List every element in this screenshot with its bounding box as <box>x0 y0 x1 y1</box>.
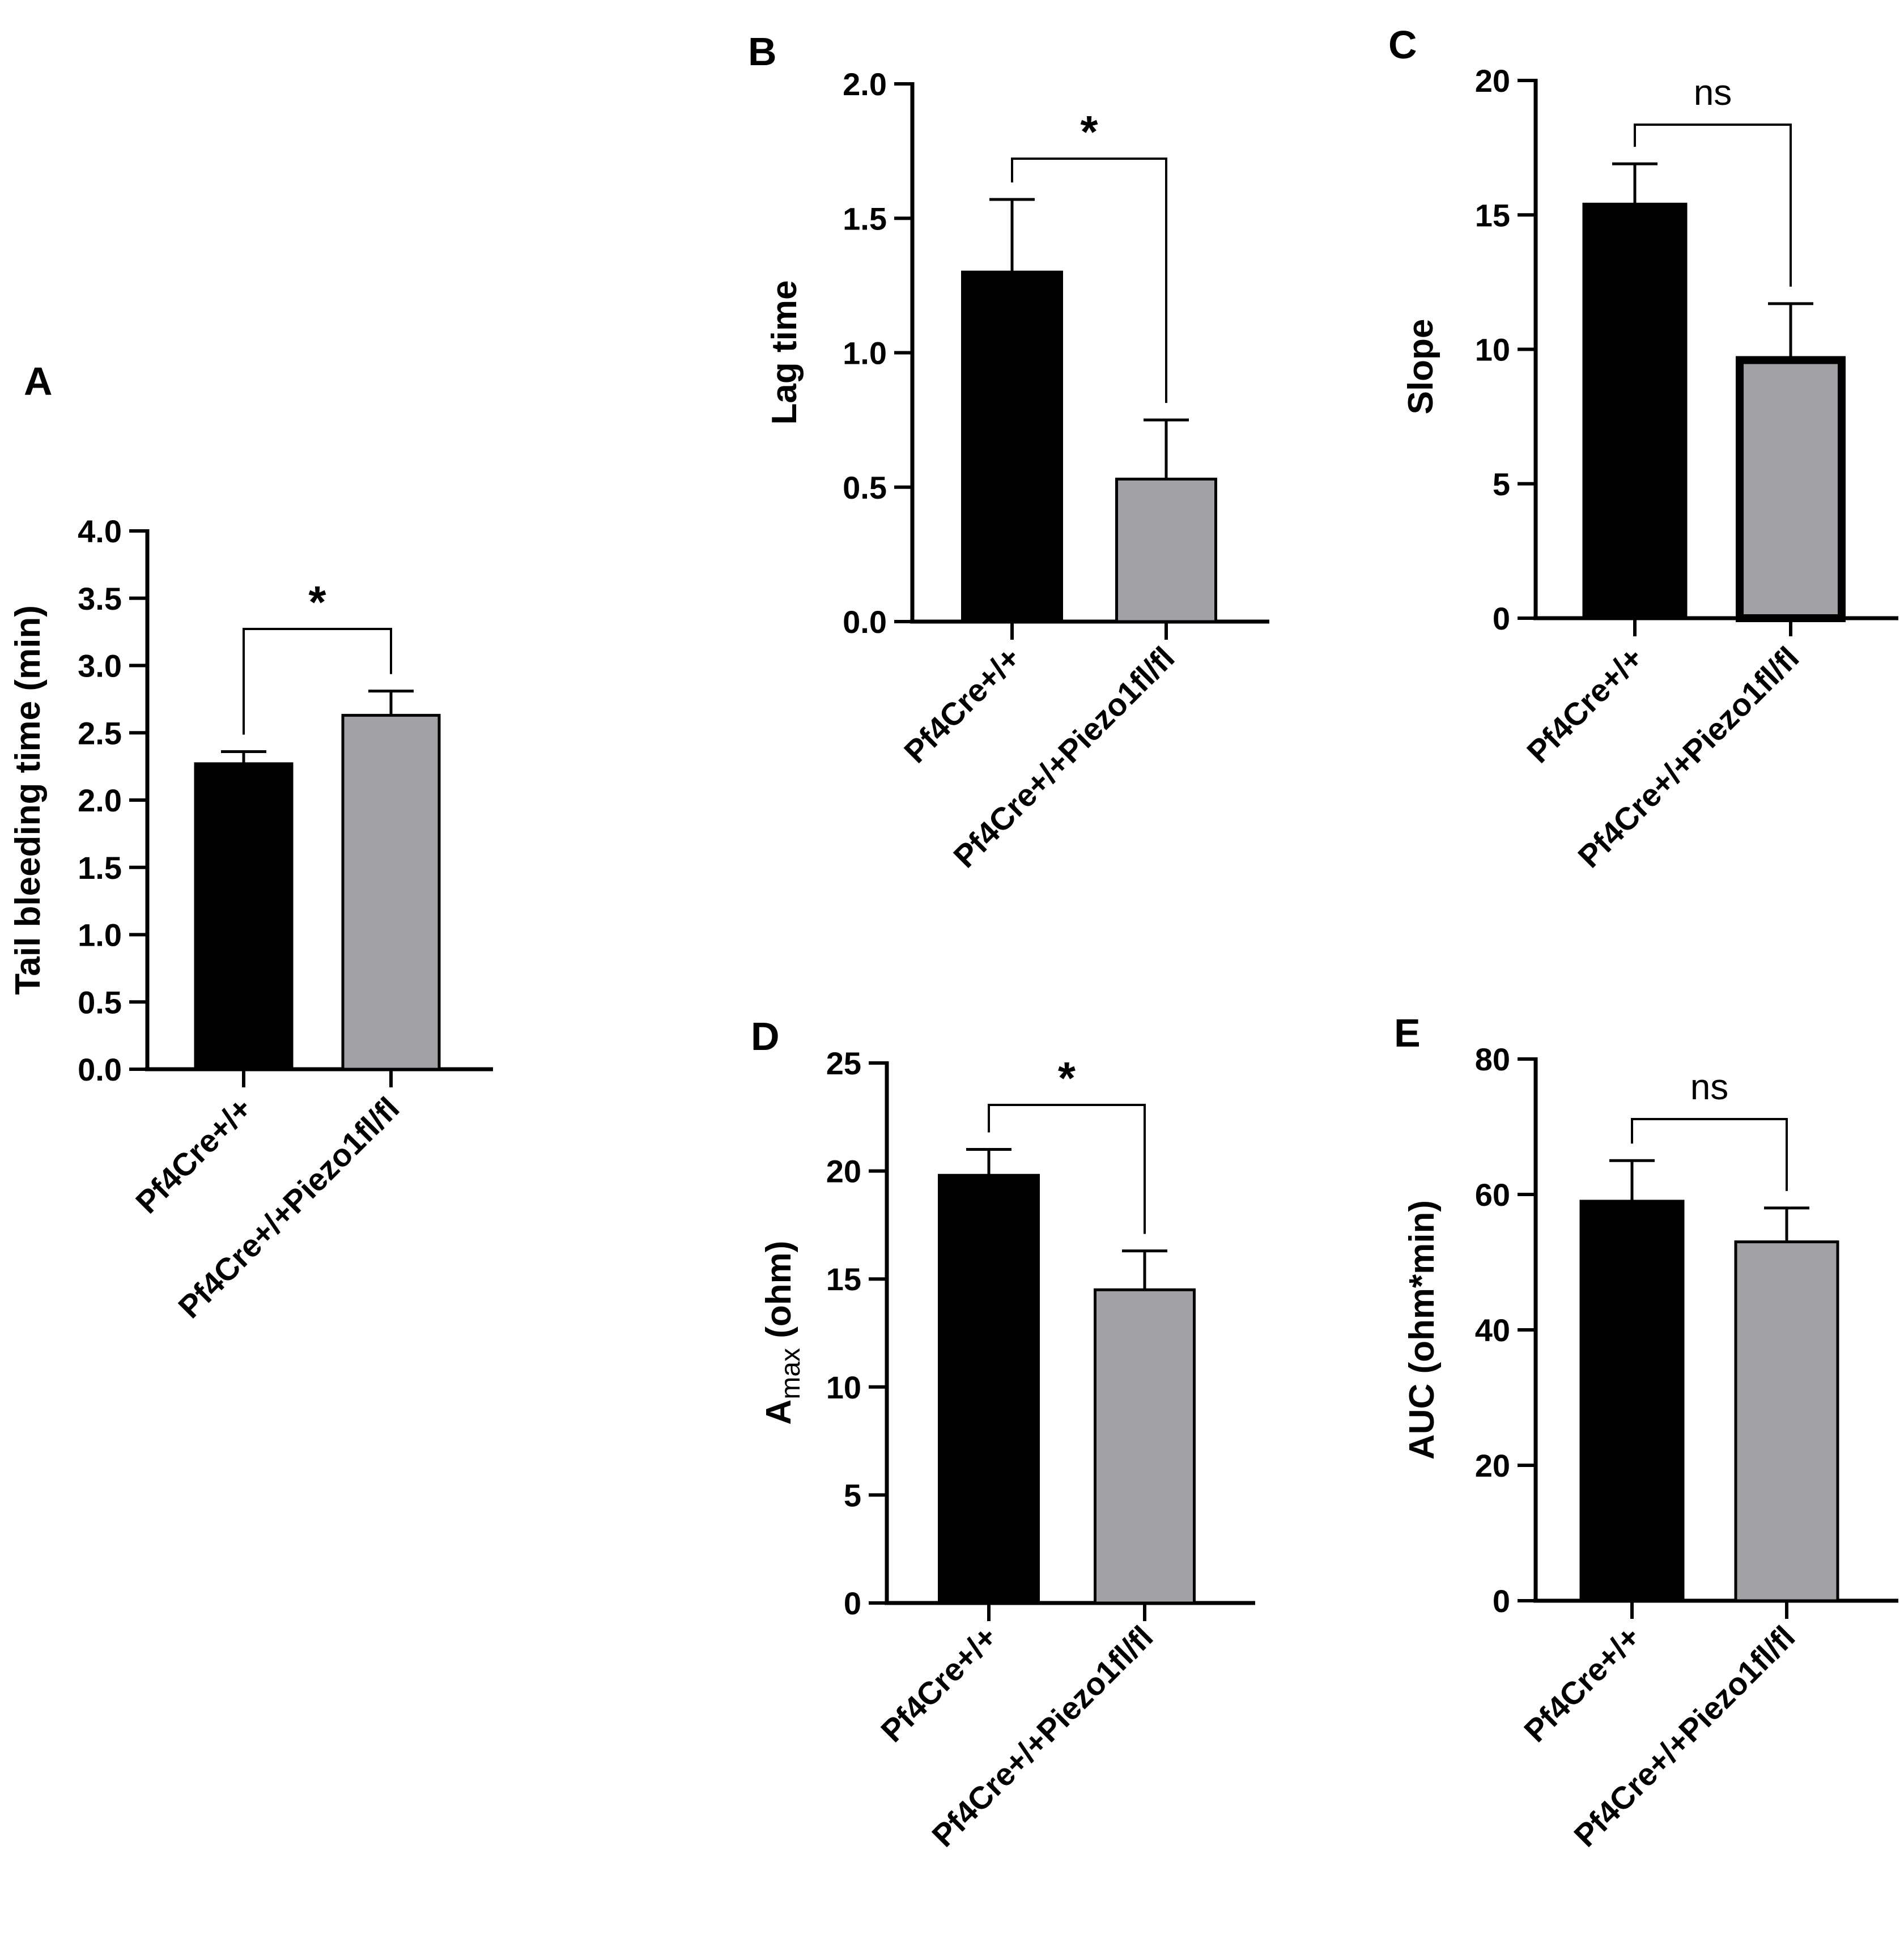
y-tick-label: 3.5 <box>78 581 122 616</box>
y-tick-label: 0 <box>1493 601 1510 636</box>
y-tick-label: 2.5 <box>78 715 122 751</box>
y-tick-label: 1.0 <box>843 335 887 371</box>
panel-letter: E <box>1394 1011 1421 1055</box>
y-tick-label: 0.0 <box>78 1052 122 1087</box>
significance-bracket <box>1634 124 1792 287</box>
x-category-label: Pf4Cre+/+ <box>1517 1619 1647 1749</box>
bar-control <box>938 1173 1040 1605</box>
significance-bracket <box>1631 1118 1788 1191</box>
y-tick-label: 0.5 <box>843 470 887 505</box>
y-axis-title: AUC (ohm*min) <box>1402 1200 1442 1460</box>
y-tick-label: 15 <box>1475 197 1510 233</box>
significance-bracket <box>988 1104 1146 1234</box>
panel-letter: A <box>24 359 53 403</box>
y-axis-title-text: Slope <box>1401 319 1440 415</box>
bar-knockout <box>1736 356 1846 622</box>
y-tick-label: 0.5 <box>78 984 122 1020</box>
x-category-label: Pf4Cre+/+ <box>874 1619 1004 1749</box>
y-axis-title: Slope <box>1401 319 1440 415</box>
y-tick-label: 1.5 <box>78 850 122 886</box>
y-tick-label: 0 <box>1493 1583 1510 1619</box>
bar-knockout <box>1734 1240 1839 1602</box>
y-axis-title: Lag time <box>765 280 804 425</box>
y-tick-label: 80 <box>1475 1041 1510 1077</box>
y-tick-label: 0.0 <box>843 604 887 640</box>
y-tick-label: 20 <box>1475 63 1510 99</box>
y-axis-title-text: Tail bleeding time (min) <box>8 605 48 995</box>
y-tick-label: 10 <box>826 1370 861 1405</box>
significance-bracket <box>243 628 392 735</box>
y-axis-title: Tail bleeding time (min) <box>8 605 48 995</box>
y-tick-label: 20 <box>1475 1448 1510 1483</box>
significance-label: * <box>308 577 326 627</box>
significance-label: * <box>1058 1053 1076 1103</box>
y-tick-label: 0 <box>844 1585 861 1621</box>
y-tick-label: 15 <box>826 1261 861 1297</box>
y-axis-title: Amax (ohm) <box>759 1241 806 1425</box>
y-tick-label: 1.0 <box>78 917 122 953</box>
bar-knockout <box>1115 478 1217 623</box>
y-tick-label: 3.0 <box>78 648 122 684</box>
panel-letter: D <box>751 1014 780 1058</box>
x-category-label: Pf4Cre+/+ <box>1520 640 1650 769</box>
bar-knockout <box>1094 1288 1196 1605</box>
y-tick-label: 20 <box>826 1154 861 1189</box>
bar-control <box>961 270 1063 623</box>
y-tick-label: 2.0 <box>78 783 122 818</box>
bar-control <box>1582 202 1688 620</box>
y-axis-title-text: A <box>759 1400 798 1425</box>
significance-label: ns <box>1694 72 1732 113</box>
significance-label: ns <box>1690 1066 1729 1107</box>
y-tick-label: 25 <box>826 1045 861 1081</box>
y-tick-label: 40 <box>1475 1312 1510 1348</box>
y-tick-label: 5 <box>844 1477 861 1513</box>
y-tick-label: 60 <box>1475 1177 1510 1213</box>
y-tick-label: 4.0 <box>78 513 122 549</box>
y-tick-label: 1.5 <box>843 201 887 236</box>
x-category-label: Pf4Cre+/+ <box>129 1090 258 1220</box>
bar-control <box>1579 1200 1685 1602</box>
y-tick-label: 10 <box>1475 332 1510 368</box>
y-axis-title-suffix: (ohm) <box>759 1241 798 1348</box>
panel-a: A 0.0 0.5 1.0 1.5 2.0 2.5 3.0 3.5 4.0 Tail bleedin… <box>8 359 493 1325</box>
y-tick-label: 5 <box>1493 466 1510 502</box>
y-axis-title-text: AUC (ohm*min) <box>1402 1200 1442 1460</box>
y-axis-title-text: Lag time <box>765 280 804 425</box>
significance-bracket <box>1011 158 1167 403</box>
panel-letter: C <box>1388 23 1417 67</box>
x-category-label: Pf4Cre+/+ <box>897 640 1027 769</box>
y-axis-title-subscript: max <box>776 1348 806 1400</box>
panel-letter: B <box>748 29 777 74</box>
significance-label: * <box>1080 107 1098 157</box>
y-tick-label: 2.0 <box>843 66 887 102</box>
bar-control <box>194 762 294 1071</box>
panel-c: C05101520SlopePf4Cre+/+Pf4Cre+/+Piezo1fl… <box>1388 23 1898 874</box>
bar-knockout <box>341 713 441 1071</box>
